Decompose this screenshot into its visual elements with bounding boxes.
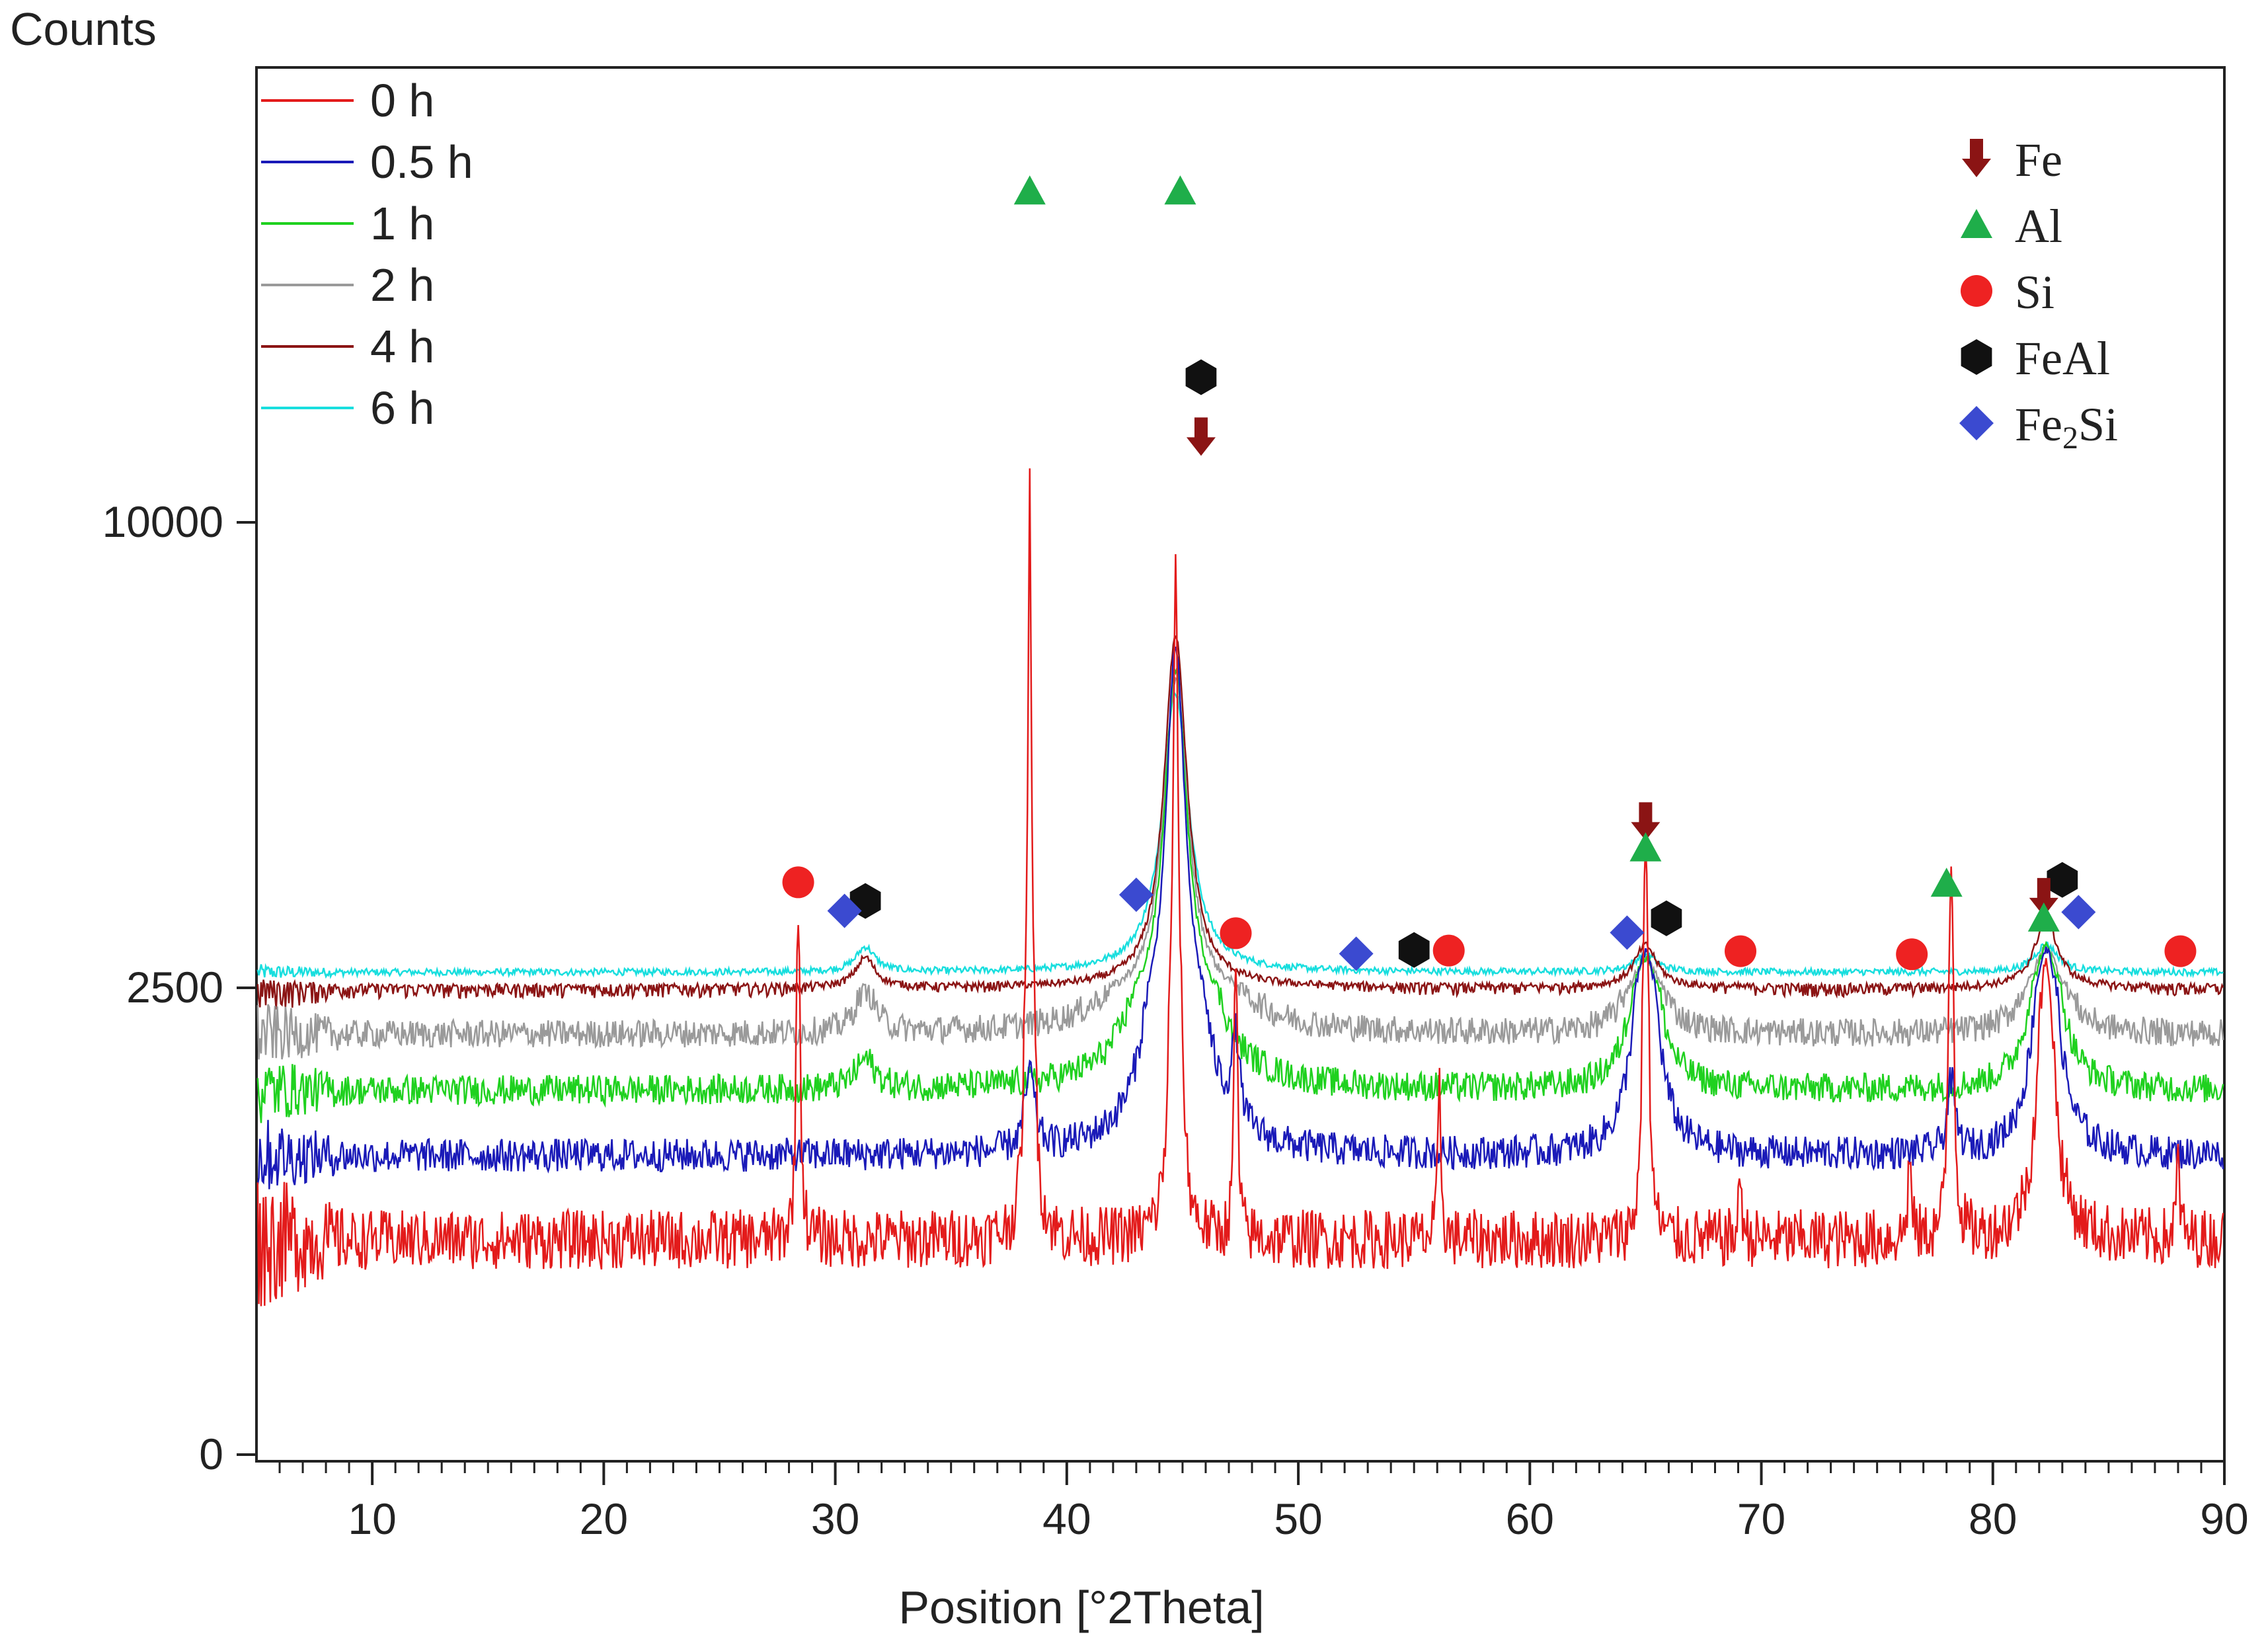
phase-markers — [782, 175, 2197, 971]
diamond-marker — [827, 893, 862, 928]
series-line — [256, 646, 2224, 1189]
phase-legend-label: Al — [2015, 200, 2062, 253]
x-tick-label: 30 — [811, 1494, 859, 1543]
triangle-marker — [1961, 209, 1992, 238]
legend-label: 1 h — [370, 198, 434, 249]
y-tick-label: 0 — [199, 1430, 223, 1478]
hexagon-marker — [1185, 359, 1217, 395]
series-line — [256, 635, 2224, 1010]
x-minor-ticks — [278, 1461, 2203, 1473]
phase-legend-label: FeAl — [2015, 332, 2110, 385]
series-line — [256, 691, 2224, 979]
arrow-marker — [1186, 417, 1216, 456]
triangle-marker — [1164, 175, 1196, 205]
diamond-marker — [1610, 915, 1645, 950]
series-line — [256, 676, 2224, 1060]
x-tick-label: 90 — [2200, 1494, 2248, 1543]
hexagon-marker — [1651, 900, 1682, 936]
y-axis-ticks: 0 2500 10000 — [102, 497, 256, 1478]
series-line — [256, 468, 2224, 1307]
plot-frame — [255, 66, 2226, 1463]
phase-legend-label: Fe — [2015, 134, 2062, 186]
arrow-marker — [1631, 802, 1661, 841]
x-tick-label: 50 — [1274, 1494, 1322, 1543]
x-axis-ticks: 10 20 30 40 50 60 70 80 90 — [348, 1461, 2249, 1543]
phase-legend-label: Si — [2015, 266, 2054, 319]
triangle-marker — [1629, 832, 1662, 862]
circle-marker — [1220, 917, 1252, 949]
hexagon-marker — [2047, 862, 2078, 898]
triangle-marker — [2027, 902, 2060, 932]
legend-label: 6 h — [370, 382, 434, 434]
diamond-marker — [2061, 895, 2096, 930]
triangle-marker — [1930, 867, 1963, 897]
diamond-marker — [1959, 406, 1994, 440]
series-legend: 0 h 0.5 h 1 h 2 h 4 h 6 h — [261, 75, 473, 434]
circle-marker — [1432, 934, 1465, 967]
x-axis-label: Position [°2Theta] — [898, 1582, 1264, 1633]
circle-marker — [2164, 935, 2197, 967]
x-tick-label: 20 — [580, 1494, 628, 1543]
x-tick-label: 80 — [1969, 1494, 2017, 1543]
arrow-marker — [1962, 139, 1991, 177]
series-line — [256, 666, 2224, 1123]
legend-label: 2 h — [370, 259, 434, 311]
hexagon-marker — [1961, 339, 1992, 375]
legend-label: 0.5 h — [370, 136, 473, 188]
y-tick-label: 10000 — [102, 497, 223, 546]
arrow-marker — [2029, 877, 2058, 916]
x-tick-label: 40 — [1042, 1494, 1091, 1543]
circle-marker — [1725, 935, 1757, 967]
x-tick-label: 10 — [348, 1494, 396, 1543]
legend-label: 4 h — [370, 321, 434, 372]
circle-marker — [782, 866, 814, 899]
diamond-marker — [1118, 877, 1154, 912]
x-tick-label: 70 — [1737, 1494, 1785, 1543]
circle-marker — [1896, 938, 1928, 971]
hexagon-marker — [1398, 932, 1430, 968]
x-tick-label: 60 — [1506, 1494, 1554, 1543]
y-axis-label: Counts — [10, 3, 157, 55]
diamond-marker — [1339, 936, 1374, 971]
phase-legend-label: Fe2Si — [2015, 398, 2118, 456]
legend-label: 0 h — [370, 75, 434, 126]
circle-marker — [1961, 275, 1992, 307]
y-tick-label: 2500 — [126, 963, 223, 1012]
triangle-marker — [1013, 175, 1046, 205]
series-layer — [256, 468, 2224, 1307]
